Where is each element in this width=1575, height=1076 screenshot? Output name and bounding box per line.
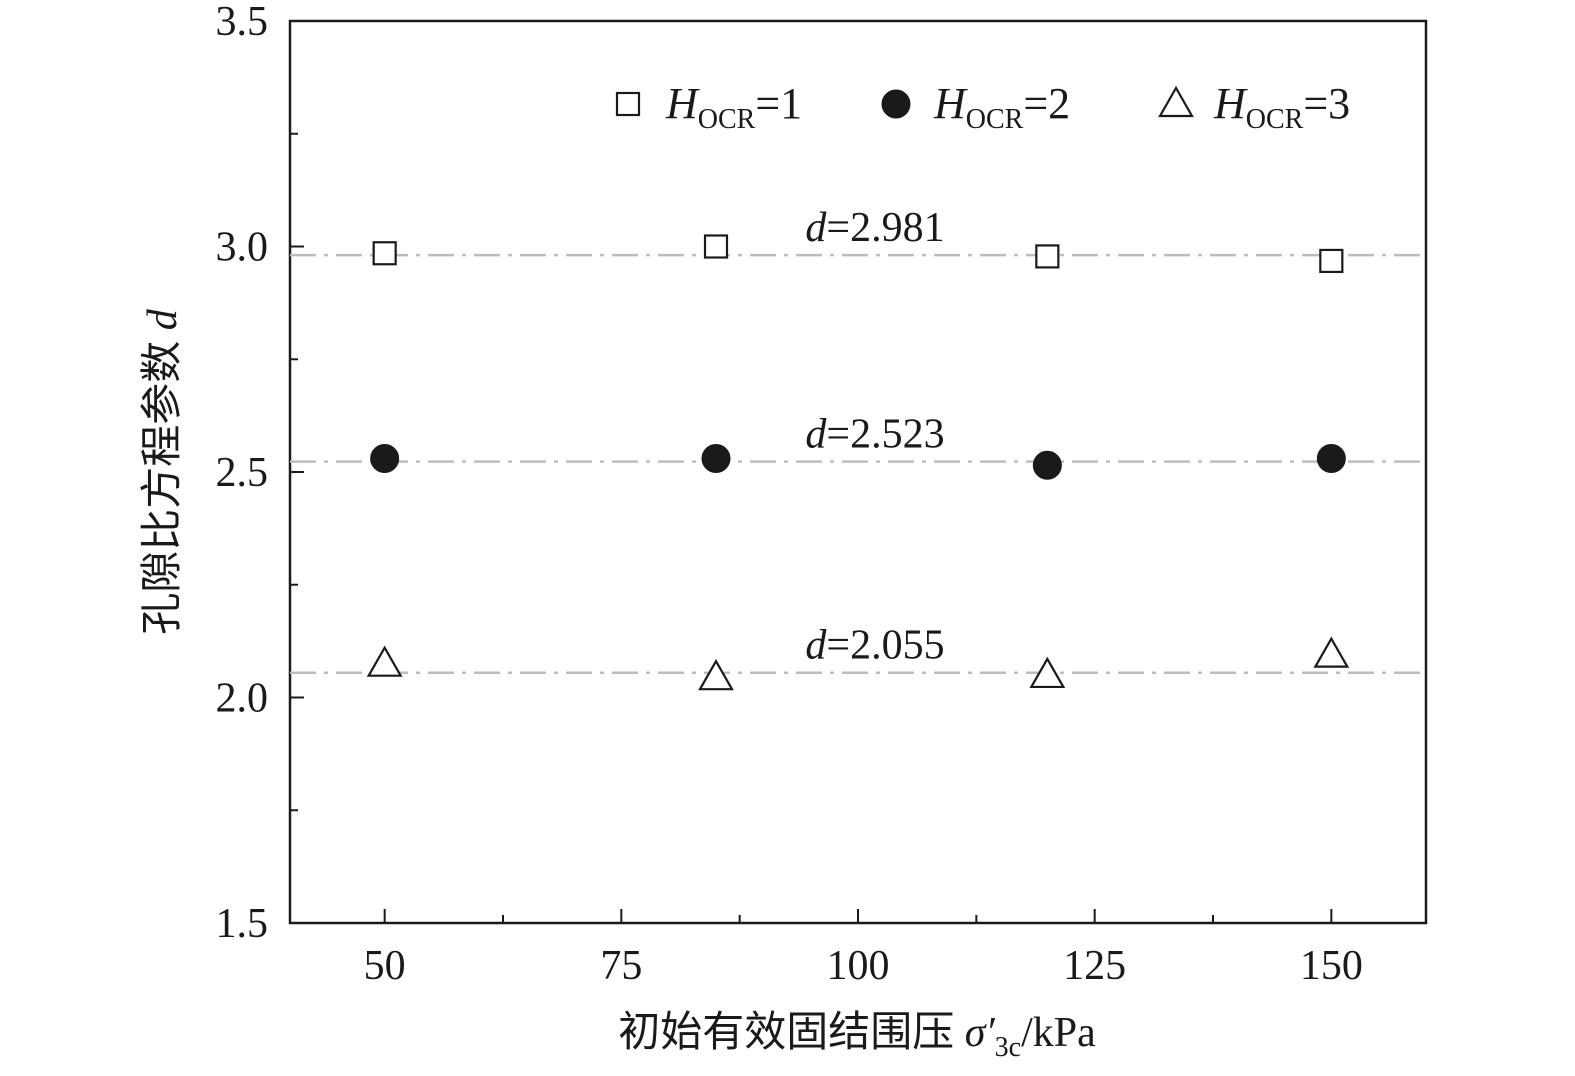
x-tick-label: 75 [600,943,642,989]
data-point [1313,636,1350,668]
legend-label-value: =2 [1023,79,1070,128]
legend-label-value: =1 [755,79,802,128]
data-point [1319,248,1344,274]
legend-label: HOCR=2 [933,79,1070,135]
legend-label-subscript: OCR [966,104,1024,135]
y-axis-tick-labels: 1.5 2.0 2.5 3.0 3.5 [216,0,269,947]
x-tick-label: 50 [364,943,406,989]
x-axis-title-symbol: σ′ [965,1010,996,1056]
fit-annotation-symbol: d [805,412,827,458]
x-axis-title-text: 初始有效固结围压 [618,1010,965,1056]
legend-marker [881,89,911,119]
fit-annotation: d=2.981 [805,205,944,251]
data-point [701,443,731,473]
fit-annotation-symbol: d [805,623,827,669]
y-axis-title-symbol: d [140,308,186,330]
x-tick-label: 125 [1063,943,1126,989]
data-point [698,658,734,691]
legend-label-subscript: OCR [698,104,756,135]
legend-marker [1158,85,1194,118]
fit-annotation-value: =2.523 [826,412,944,458]
plot-frame [288,19,1428,925]
y-axis-ticks [290,20,304,924]
fit-lines [290,253,1426,674]
fit-annotation-value: =2.981 [826,205,944,251]
x-axis-title-unit: /kPa [1021,1010,1096,1056]
legend-label-subscript: OCR [1246,104,1304,135]
y-tick-label: 1.5 [216,901,269,947]
x-tick-label: 150 [1300,943,1363,989]
y-tick-label: 3.5 [216,0,269,45]
fit-annotation: d=2.523 [805,412,944,458]
data-point [1032,450,1062,480]
y-tick-label: 2.5 [216,450,269,496]
data-point [1029,656,1066,689]
x-axis-ticks [383,909,1333,923]
legend-label-symbol: H [665,79,700,128]
y-tick-label: 2.0 [216,676,269,722]
legend-label: HOCR=3 [1213,79,1350,135]
legend: HOCR=1 HOCR=2 HOCR=3 [615,79,1350,135]
y-axis-title-text: 孔隙比方程参数 [139,330,186,635]
legend-label: HOCR=1 [665,79,802,135]
x-axis-tick-labels: 50 75 100 125 150 [364,943,1363,989]
legend-label-symbol: H [933,79,968,128]
data-point [372,241,397,266]
data-points [366,234,1350,691]
legend-label-value: =3 [1303,79,1350,128]
x-tick-label: 100 [827,943,890,989]
fit-annotation-value: =2.055 [826,623,944,669]
fit-annotation-symbol: d [805,205,827,251]
data-point [370,443,400,473]
y-axis-title: 孔隙比方程参数 d [139,308,186,635]
y-tick-label: 3.0 [216,225,269,271]
data-point [366,645,403,677]
data-point [1035,244,1060,269]
legend-marker [615,91,641,117]
data-point [703,234,729,259]
x-axis-title: 初始有效固结围压 σ′3c/kPa [618,1010,1096,1063]
x-axis-title-subscript: 3c [995,1032,1021,1063]
data-point [1316,443,1346,473]
legend-label-symbol: H [1213,79,1248,128]
fit-annotation: d=2.055 [805,623,944,669]
